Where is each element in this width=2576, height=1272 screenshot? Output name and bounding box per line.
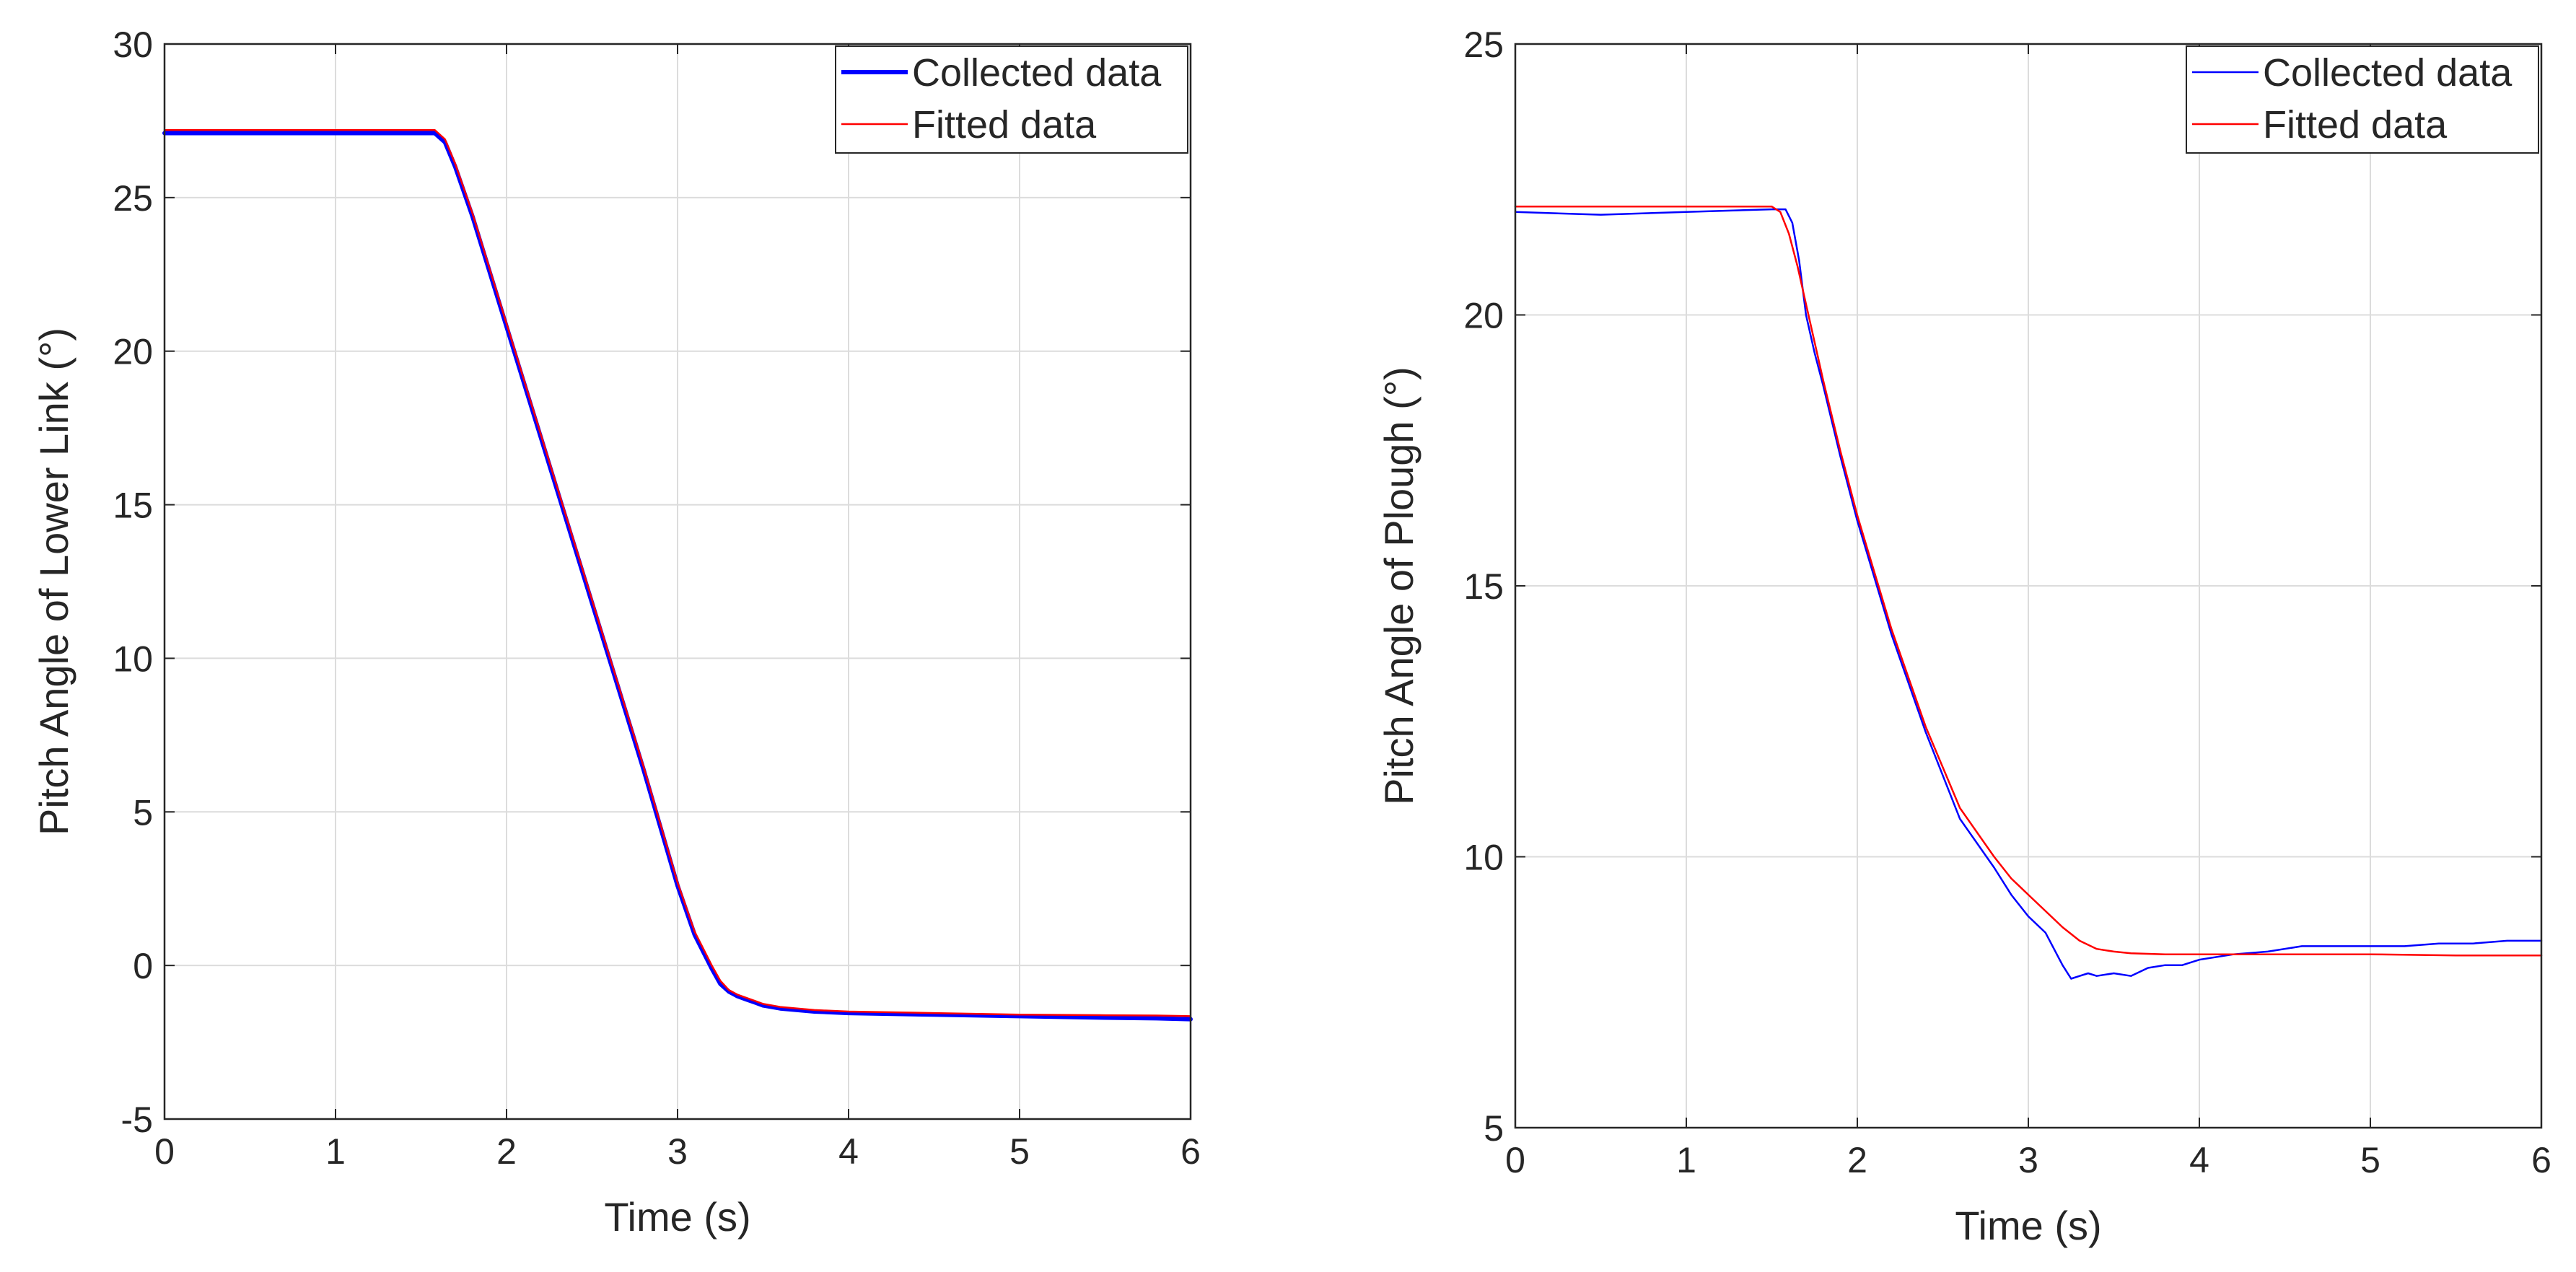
y-tick-label: 20 — [113, 332, 153, 372]
x-tick-label: 3 — [2018, 1140, 2038, 1180]
legend-label-fitted: Fitted data — [2263, 103, 2448, 146]
x-axis-label: Time (s) — [604, 1194, 750, 1240]
y-tick-label: 10 — [113, 639, 153, 679]
x-ticks: 0 1 2 3 4 5 6 — [154, 44, 1201, 1172]
legend-label-collected: Collected data — [912, 51, 1162, 95]
y-ticks: -5 0 5 10 15 20 25 30 — [113, 25, 1191, 1140]
x-tick-label: 6 — [1180, 1131, 1201, 1172]
legend-box — [2186, 45, 2539, 154]
y-tick-label: 25 — [1463, 25, 1504, 65]
x-tick-label: 3 — [667, 1131, 688, 1172]
x-tick-label: 4 — [838, 1131, 859, 1172]
chart-plough: 0 1 2 3 4 5 6 5 10 15 20 25 Time (s) Pitch Angle o… — [1376, 25, 2551, 1248]
x-tick-label: 5 — [2360, 1140, 2380, 1180]
y-tick-label: 5 — [133, 792, 153, 833]
legend-label-fitted: Fitted data — [912, 103, 1097, 146]
y-ticks: 5 10 15 20 25 — [1463, 25, 2541, 1149]
y-tick-label: 15 — [1463, 566, 1504, 607]
grid-lines — [1515, 44, 2541, 1128]
y-tick-label: 10 — [1463, 838, 1504, 878]
x-tick-label: 4 — [2189, 1140, 2209, 1180]
series-layer — [1514, 206, 2543, 980]
x-tick-label: 1 — [1676, 1140, 1696, 1180]
series-line-fitted-data — [1514, 206, 2543, 957]
legend: Collected data Fitted data — [835, 45, 1188, 154]
y-tick-label: -5 — [121, 1100, 153, 1140]
y-tick-label: 30 — [113, 25, 153, 65]
y-tick-label: 5 — [1484, 1108, 1504, 1149]
x-tick-label: 5 — [1009, 1131, 1030, 1172]
series-layer — [162, 128, 1193, 1022]
legend-label-collected: Collected data — [2263, 51, 2513, 95]
y-axis-label: Pitch Angle of Lower Link (°) — [31, 328, 76, 835]
legend-box — [835, 45, 1188, 154]
x-axis-label: Time (s) — [1955, 1203, 2101, 1248]
series-line-fitted-data — [163, 128, 1192, 1017]
x-tick-label: 6 — [2531, 1140, 2551, 1180]
x-tick-label: 0 — [154, 1131, 175, 1172]
legend: Collected data Fitted data — [2186, 45, 2539, 154]
y-axis-label: Pitch Angle of Plough (°) — [1376, 367, 1421, 805]
x-tick-label: 2 — [496, 1131, 517, 1172]
y-tick-label: 20 — [1463, 296, 1504, 336]
grid-lines — [165, 44, 1191, 1119]
x-tick-label: 0 — [1505, 1140, 1525, 1180]
y-tick-label: 25 — [113, 178, 153, 219]
series-line-collected-data — [162, 131, 1193, 1022]
y-tick-label: 0 — [133, 946, 153, 986]
x-tick-label: 2 — [1847, 1140, 1867, 1180]
y-tick-label: 15 — [113, 486, 153, 526]
x-tick-label: 1 — [325, 1131, 346, 1172]
